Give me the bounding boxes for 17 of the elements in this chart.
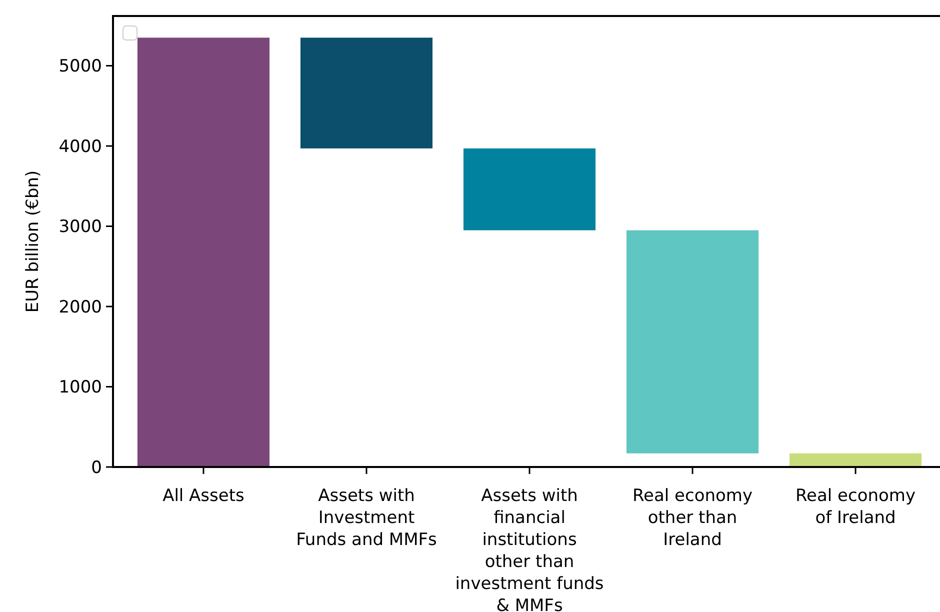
y-tick-label: 4000 — [58, 136, 102, 157]
x-tick-label: Assets with financial institutions other than investment funds & MMFs — [455, 486, 604, 612]
bar — [626, 230, 759, 454]
y-tick-label: 1000 — [58, 378, 102, 398]
bar — [137, 38, 270, 467]
y-tick-label: 0 — [91, 458, 102, 478]
bar — [463, 148, 596, 230]
x-tick-label: All Assets — [162, 486, 245, 506]
x-tick-label: Real economy of Ireland — [795, 486, 916, 528]
bar — [300, 38, 433, 148]
y-tick-label: 2000 — [58, 297, 102, 318]
x-tick-label: Real economy other than Ireland — [632, 486, 753, 550]
x-tick-label: Assets with Investment Funds and MMFs — [296, 486, 438, 550]
y-tick-label: 3000 — [58, 217, 102, 238]
y-axis-title: EUR billion (€bn) — [23, 170, 43, 313]
y-tick-label: 5000 — [58, 56, 102, 77]
bar — [790, 453, 922, 467]
